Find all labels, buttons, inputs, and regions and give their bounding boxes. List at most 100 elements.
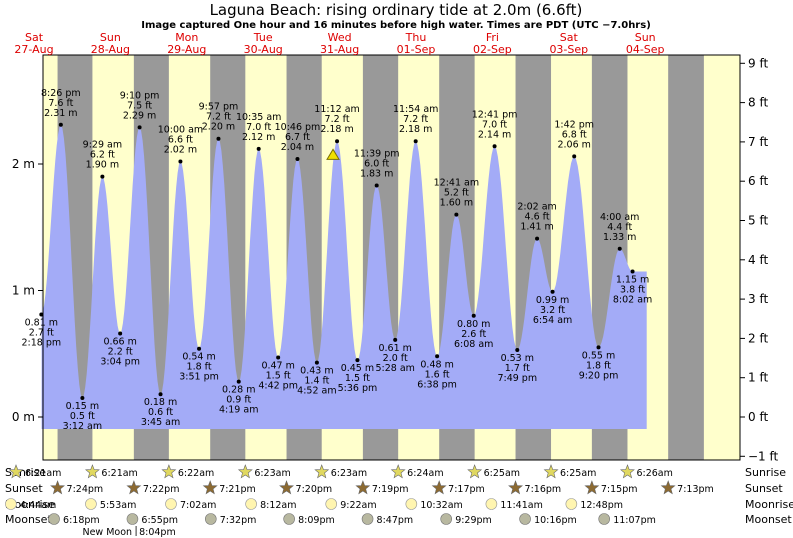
low-tide-point bbox=[596, 345, 601, 350]
high-tide-label: 1:42 pm bbox=[554, 119, 594, 130]
right-tick-label: 7 ft bbox=[748, 135, 768, 149]
day-label-date: 04-Sep bbox=[626, 43, 665, 56]
sunset-time: 7:20pm bbox=[296, 484, 333, 495]
high-tide-label: 4.4 ft bbox=[607, 222, 632, 233]
low-tide-label: 1.4 ft bbox=[304, 376, 329, 387]
low-tide-label: 0.28 m bbox=[222, 385, 255, 396]
moonset-time: 11:07pm bbox=[613, 515, 656, 526]
low-tide-point bbox=[515, 347, 520, 352]
right-tick-label: −1 ft bbox=[748, 449, 779, 463]
tide-curve bbox=[41, 124, 647, 430]
high-tide-label: 8:26 pm bbox=[41, 88, 81, 99]
low-tide-label: 7:49 pm bbox=[497, 373, 537, 384]
sunset-time: 7:24pm bbox=[67, 484, 104, 495]
sunrise-icon bbox=[619, 464, 635, 479]
sunrise-time: 6:22am bbox=[178, 468, 214, 479]
high-tide-label: 2.18 m bbox=[399, 124, 432, 135]
sunset-icon bbox=[126, 480, 142, 495]
low-tide-label: 0.9 ft bbox=[226, 395, 251, 406]
high-tide-point bbox=[413, 139, 418, 144]
low-tide-label: 4:19 am bbox=[219, 405, 258, 416]
day-label-date: 27-Aug bbox=[14, 43, 53, 56]
low-tide-label: 0.80 m bbox=[457, 319, 490, 330]
high-tide-label: 7.2 ft bbox=[325, 114, 350, 125]
high-tide-label: 10:00 am bbox=[158, 124, 203, 135]
low-tide-label: 0.15 m bbox=[66, 401, 99, 412]
day-label-date: 01-Sep bbox=[397, 43, 436, 56]
low-tide-label: 3.2 ft bbox=[540, 305, 565, 316]
low-tide-label: 0.47 m bbox=[261, 361, 294, 372]
moonrise-icon bbox=[5, 498, 17, 510]
right-tick-label: 9 ft bbox=[748, 56, 768, 70]
sunrise-icon bbox=[390, 464, 406, 479]
low-tide-label: 1.8 ft bbox=[586, 360, 611, 371]
sunset-icon bbox=[584, 480, 600, 495]
low-tide-point bbox=[314, 360, 319, 365]
high-tide-label: 2:02 am bbox=[517, 202, 556, 213]
sunset-icon bbox=[279, 480, 295, 495]
high-tide-label: 2.14 m bbox=[478, 129, 511, 140]
low-tide-label: 0.66 m bbox=[103, 337, 136, 348]
sunset-time: 7:21pm bbox=[219, 484, 256, 495]
high-tide-label: 6.0 ft bbox=[364, 159, 389, 170]
high-tide-label: 7.6 ft bbox=[48, 98, 73, 109]
high-tide-label: 11:39 pm bbox=[354, 149, 400, 160]
high-tide-point bbox=[535, 236, 540, 241]
low-tide-point bbox=[80, 396, 85, 401]
low-tide-label: 1.15 m bbox=[616, 275, 649, 286]
low-tide-label: 1.6 ft bbox=[425, 369, 450, 380]
high-tide-point bbox=[178, 159, 183, 164]
high-tide-point bbox=[58, 122, 63, 127]
high-tide-label: 12:41 pm bbox=[472, 109, 518, 120]
low-tide-label: 0.18 m bbox=[144, 397, 177, 408]
low-tide-point bbox=[276, 355, 281, 360]
moonrise-row-label-right: Moonrise bbox=[745, 498, 793, 511]
sunrise-icon bbox=[543, 464, 559, 479]
low-tide-point bbox=[158, 392, 163, 397]
low-tide-label: 5:36 pm bbox=[338, 383, 378, 394]
moonset-time: 8:09pm bbox=[298, 515, 335, 526]
high-tide-point bbox=[295, 156, 300, 161]
high-tide-label: 2.31 m bbox=[44, 108, 77, 119]
chart-subtitle: Image captured One hour and 16 minutes b… bbox=[141, 20, 651, 31]
low-tide-label: 2.7 ft bbox=[29, 328, 54, 339]
low-tide-label: 2:18 pm bbox=[22, 338, 62, 349]
right-tick-label: 6 ft bbox=[748, 174, 768, 188]
right-tick-label: 4 ft bbox=[748, 253, 768, 267]
low-tide-label: 0.99 m bbox=[536, 295, 569, 306]
low-tide-label: 8:02 am bbox=[613, 295, 652, 306]
right-tick-label: 1 ft bbox=[748, 371, 768, 385]
sunset-time: 7:15pm bbox=[601, 484, 638, 495]
sunrise-time: 6:26am bbox=[636, 468, 672, 479]
low-tide-label: 0.61 m bbox=[378, 343, 411, 354]
low-tide-label: 0.53 m bbox=[501, 353, 534, 364]
day-label-dow: Sat bbox=[560, 31, 579, 44]
day-label-dow: Sat bbox=[25, 31, 44, 44]
low-tide-label: 0.43 m bbox=[300, 366, 333, 377]
high-tide-label: 9:10 pm bbox=[120, 90, 160, 101]
high-tide-label: 6.8 ft bbox=[562, 129, 587, 140]
low-tide-label: 2.2 ft bbox=[108, 347, 133, 358]
sunrise-time: 6:21am bbox=[25, 468, 61, 479]
high-tide-label: 4.6 ft bbox=[525, 212, 550, 223]
moonrise-time: 10:32am bbox=[420, 500, 462, 511]
high-tide-label: 7.2 ft bbox=[206, 112, 231, 123]
right-tick-label: 5 ft bbox=[748, 214, 768, 228]
moonset-icon bbox=[598, 513, 610, 525]
moonrise-time: 5:53am bbox=[100, 500, 136, 511]
moonrise-time: 4:44am bbox=[20, 500, 56, 511]
sunrise-time: 6:24am bbox=[407, 468, 443, 479]
high-tide-label: 2.29 m bbox=[123, 110, 156, 121]
high-tide-label: 10:35 am bbox=[236, 112, 281, 123]
moonset-icon bbox=[204, 513, 217, 525]
high-tide-label: 2.18 m bbox=[320, 124, 353, 135]
sunset-time: 7:22pm bbox=[143, 484, 180, 495]
tide-extremes: 0.81 m2.7 ft2:18 pm 8:26 pm7.6 ft2.31 m 0.… bbox=[22, 88, 653, 432]
high-tide-label: 1.90 m bbox=[86, 160, 119, 171]
high-tide-label: 7.5 ft bbox=[127, 100, 152, 111]
low-tide-label: 4:42 pm bbox=[258, 381, 298, 392]
low-tide-label: 3:12 am bbox=[63, 421, 102, 432]
low-tide-label: 4:52 am bbox=[297, 386, 336, 397]
sunset-icon bbox=[355, 480, 371, 495]
high-tide-label: 10:46 pm bbox=[275, 122, 321, 133]
